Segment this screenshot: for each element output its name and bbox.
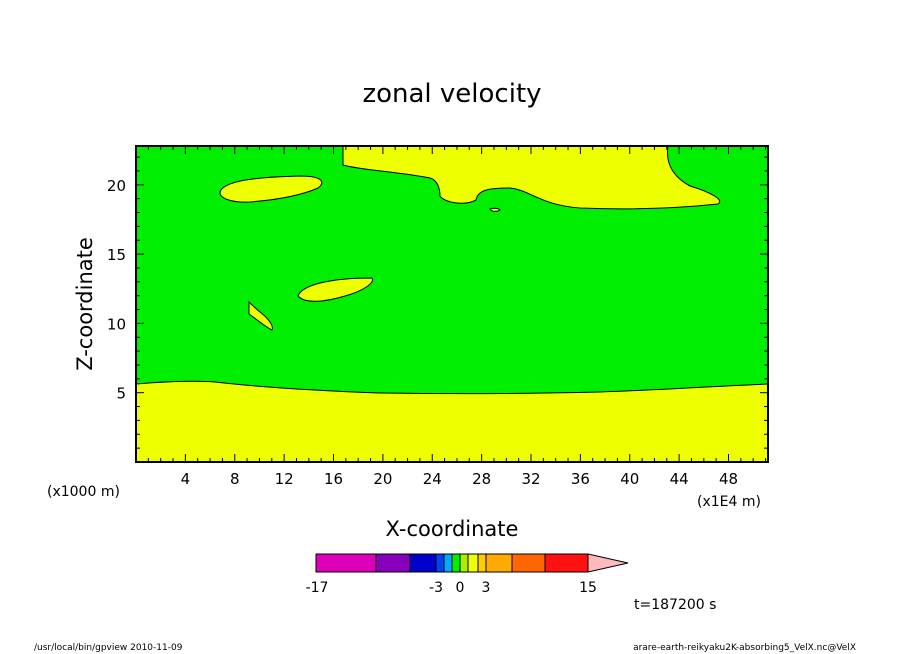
colorbar-segment: [443, 553, 453, 573]
x-tick-label: 24: [423, 470, 442, 488]
colorbar-segment: [315, 553, 377, 573]
footer-right: arare-earth-reikyaku2K-absorbing5_VelX.n…: [633, 643, 856, 653]
colorbar-extend-arrow: [587, 553, 629, 573]
y-tick-label: 10: [107, 315, 126, 333]
x-tick-label: 20: [373, 470, 392, 488]
colorbar-segment: [511, 553, 546, 573]
footer-left: /usr/local/bin/gpview 2010-11-09: [34, 643, 183, 653]
y-tick-label: 20: [107, 177, 126, 195]
plot-frame: [135, 145, 769, 463]
x-tick-label: 4: [181, 470, 191, 488]
small-yellow-spot: [489, 207, 501, 212]
y-axis-label: Z-coordinate: [73, 237, 97, 371]
colorbar-label-zero: 0: [456, 580, 465, 596]
colorbar-label-neg3: -3: [429, 580, 443, 596]
x-tick-label: 44: [670, 470, 689, 488]
colorbar-segment: [477, 553, 487, 573]
colorbar-segment: [409, 553, 437, 573]
x-axis: 4 8 12 16 20 24 28 32 36 40 44 48: [147, 146, 767, 488]
x-tick-label: 40: [620, 470, 639, 488]
colorbar-label-min: -17: [306, 580, 329, 596]
x-tick-label: 12: [275, 470, 294, 488]
yellow-blob-upper-left: [219, 175, 323, 203]
colorbar-segment: [435, 553, 445, 573]
colorbar-label-max: 15: [579, 580, 597, 596]
colorbar-segment: [459, 553, 469, 573]
colorbar: [315, 553, 629, 573]
plot-area: [135, 145, 769, 463]
colorbar-segment: [451, 553, 461, 573]
y-tick-label: 5: [116, 385, 126, 403]
x-tick-label: 32: [521, 470, 540, 488]
y-unit-label: (x1000 m): [47, 484, 120, 500]
x-axis-label: X-coordinate: [386, 517, 519, 541]
y-axis: 5 10 15 20: [107, 156, 768, 449]
chart-title: zonal velocity: [362, 79, 541, 109]
colorbar-segment: [467, 553, 479, 573]
colorbar-segment: [544, 553, 589, 573]
yellow-blob-small: [248, 300, 273, 331]
lower-yellow-region: [135, 380, 769, 463]
x-unit-label: (x1E4 m): [697, 494, 761, 510]
x-tick-label: 28: [472, 470, 491, 488]
colorbar-segment: [375, 553, 411, 573]
x-tick-label: 16: [324, 470, 343, 488]
x-tick-label: 48: [719, 470, 738, 488]
y-tick-label: 15: [107, 246, 126, 264]
x-tick-label: 8: [230, 470, 240, 488]
time-label: t=187200 s: [634, 597, 716, 613]
upper-yellow-region: [342, 145, 721, 210]
colorbar-label-3: 3: [482, 580, 491, 596]
colorbar-segment: [485, 553, 513, 573]
yellow-blob-middle: [297, 277, 374, 302]
x-tick-label: 36: [571, 470, 590, 488]
